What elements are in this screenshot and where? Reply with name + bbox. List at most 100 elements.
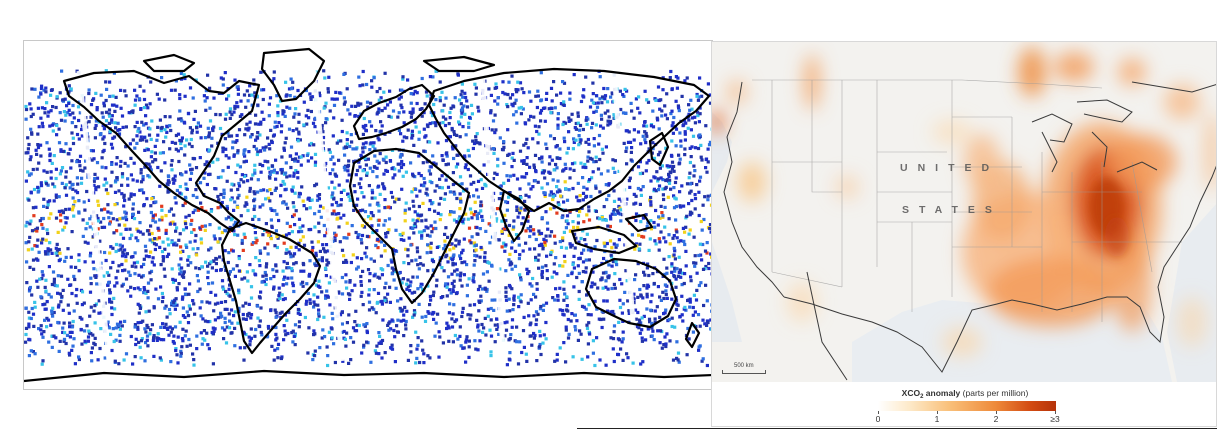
sounding-dot — [661, 214, 665, 218]
sounding-dot — [178, 267, 182, 271]
sounding-dot — [358, 165, 362, 169]
legend-title-xco: XCO — [901, 388, 921, 398]
sounding-dot — [514, 88, 518, 92]
sounding-dot — [77, 211, 81, 215]
sounding-dot — [552, 80, 556, 84]
sounding-dot — [708, 93, 712, 97]
sounding-dot — [339, 139, 343, 143]
sounding-dot — [437, 202, 441, 206]
sounding-dot — [94, 185, 98, 189]
sounding-dot — [155, 92, 159, 96]
sounding-dot — [42, 197, 46, 201]
sounding-dot — [447, 326, 451, 330]
sounding-dot — [163, 128, 167, 132]
legend-title-units: (parts per million) — [960, 388, 1029, 398]
sounding-dot — [680, 184, 684, 188]
sounding-dot — [621, 330, 625, 334]
sounding-dot — [180, 345, 184, 349]
sounding-dot — [671, 131, 675, 135]
sounding-dot — [282, 182, 287, 186]
sounding-dot — [240, 173, 244, 177]
sounding-dot — [97, 299, 101, 303]
sounding-dot — [420, 219, 424, 223]
sounding-dot — [591, 339, 595, 343]
sounding-dot — [369, 257, 373, 261]
sounding-dot — [203, 171, 207, 175]
sounding-dot — [210, 136, 214, 140]
sounding-dot — [359, 153, 363, 157]
sounding-dot — [632, 202, 636, 206]
sounding-dot — [227, 94, 231, 98]
sounding-dot — [110, 120, 114, 124]
sounding-dot — [266, 196, 271, 200]
sounding-dot — [693, 264, 697, 268]
sounding-dot — [691, 134, 696, 138]
sounding-dot — [258, 249, 262, 253]
sounding-dot — [459, 271, 463, 275]
sounding-dot — [133, 323, 137, 327]
sounding-dot — [365, 100, 370, 104]
sounding-dot — [58, 251, 62, 255]
sounding-dot — [241, 248, 245, 252]
sounding-dot — [489, 334, 494, 338]
sounding-dot — [54, 251, 58, 255]
sounding-dot — [547, 162, 552, 166]
sounding-dot — [543, 119, 547, 123]
sounding-dot — [709, 193, 712, 197]
sounding-dot — [203, 99, 207, 103]
sounding-dot — [283, 114, 287, 118]
sounding-dot — [149, 155, 153, 159]
sounding-dot — [304, 114, 308, 118]
sounding-dot — [354, 329, 359, 333]
sounding-dot — [543, 241, 547, 245]
sounding-dot — [668, 242, 672, 246]
sounding-dot — [535, 287, 539, 291]
sounding-dot — [578, 209, 582, 214]
sounding-dot — [656, 179, 660, 183]
sounding-dot — [571, 147, 575, 151]
sounding-dot — [415, 194, 419, 198]
sounding-dot — [586, 155, 590, 159]
sounding-dot — [86, 335, 91, 339]
sounding-dot — [253, 168, 257, 172]
sounding-dot — [643, 130, 647, 134]
sounding-dot — [365, 329, 369, 333]
sounding-dot — [524, 172, 529, 176]
sounding-dot — [404, 247, 408, 251]
sounding-dot — [122, 193, 126, 197]
sounding-dot — [393, 249, 397, 253]
sounding-dot — [225, 207, 229, 211]
sounding-dot — [458, 215, 462, 219]
sounding-dot — [405, 282, 409, 286]
sounding-dot — [411, 133, 415, 138]
sounding-dot — [552, 270, 556, 274]
sounding-dot — [399, 153, 403, 157]
sounding-dot — [196, 247, 200, 251]
sounding-dot — [164, 228, 168, 232]
sounding-dot — [62, 337, 67, 341]
sounding-dot — [306, 351, 310, 355]
sounding-dot — [267, 114, 271, 118]
sounding-dot — [337, 139, 341, 143]
sounding-dot — [413, 222, 417, 226]
sounding-dot — [209, 290, 213, 294]
sounding-dot — [350, 140, 354, 144]
sounding-dot — [151, 216, 155, 221]
sounding-dot — [403, 208, 407, 212]
sounding-dot — [292, 334, 296, 338]
sounding-dot — [133, 272, 137, 276]
sounding-dot — [345, 87, 349, 91]
sounding-dot — [142, 262, 146, 266]
sounding-dot — [479, 200, 483, 204]
sounding-dot — [382, 223, 386, 227]
sounding-dot — [541, 341, 545, 345]
sounding-dot — [306, 197, 310, 201]
sounding-dot — [80, 342, 84, 346]
sounding-dot — [267, 142, 271, 146]
sounding-dot — [690, 116, 694, 120]
sounding-dot — [558, 286, 562, 290]
sounding-dot — [656, 153, 661, 157]
sounding-dot — [511, 227, 515, 231]
sounding-dot — [113, 190, 118, 194]
sounding-dot — [299, 163, 303, 167]
